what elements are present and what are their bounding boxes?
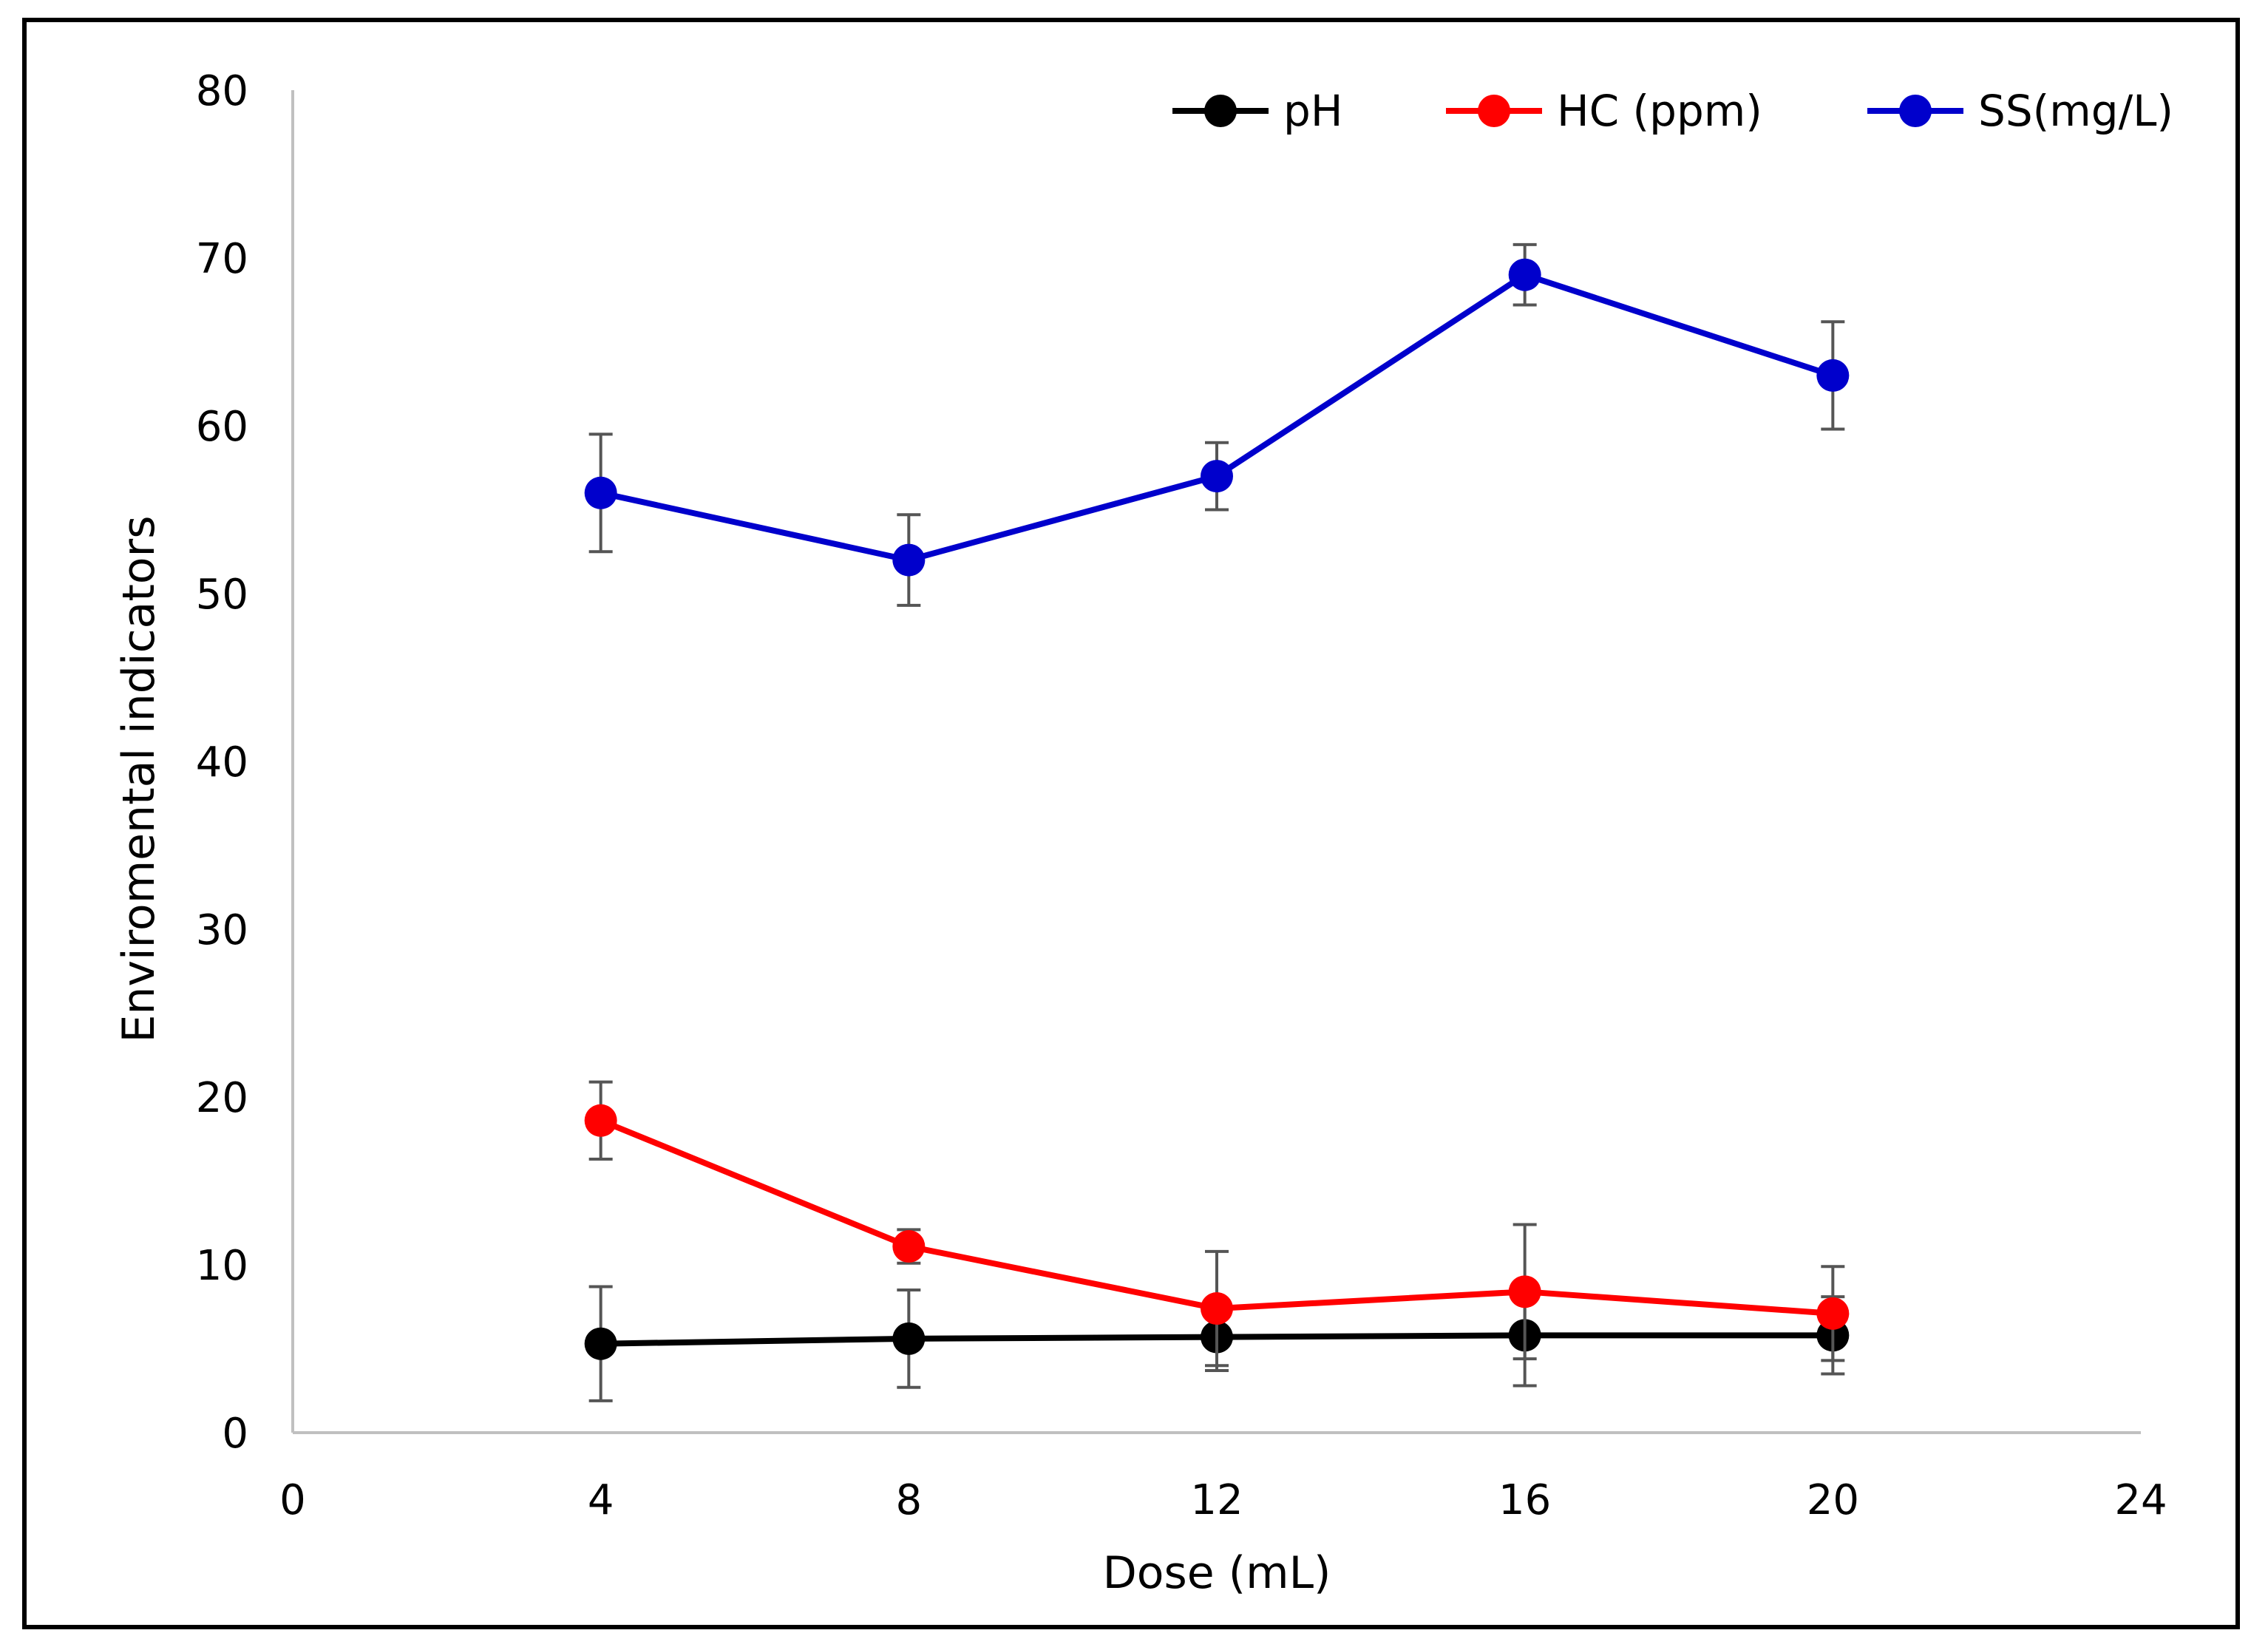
data-point [1201, 460, 1233, 493]
series-line [600, 271, 1834, 563]
y-tick-label: 60 [196, 403, 248, 451]
legend-label: SS(mg/L) [1978, 86, 2173, 136]
legend-swatch-marker [1204, 95, 1237, 127]
legend: pH HC (ppm) SS(mg/L) [1172, 86, 2173, 136]
x-tick-label: 4 [588, 1476, 614, 1524]
legend-item-ph: pH [1172, 86, 1342, 136]
data-point [1201, 1292, 1233, 1325]
series-hc-ppm [584, 1080, 1850, 1368]
y-tick-label: 30 [196, 906, 248, 954]
x-tick-label: 16 [1498, 1476, 1551, 1524]
data-point [584, 1327, 617, 1360]
x-tick-label: 0 [279, 1476, 306, 1524]
x-tick-label: 12 [1190, 1476, 1243, 1524]
data-point [1816, 1297, 1850, 1330]
x-tick-label: 8 [896, 1476, 923, 1524]
series-group [584, 242, 1850, 1402]
legend-item-hc-ppm: HC (ppm) [1446, 86, 1762, 136]
data-point [1508, 1275, 1541, 1308]
data-point [892, 1322, 926, 1355]
x-tick-label: 24 [2114, 1476, 2167, 1524]
data-point [892, 543, 926, 577]
axes [291, 90, 2141, 1434]
data-point [584, 1104, 617, 1137]
legend-label: HC (ppm) [1557, 86, 1762, 136]
y-tick-label: 20 [196, 1074, 248, 1122]
legend-swatch-marker [1478, 95, 1510, 127]
line-chart: 0 10 20 30 40 50 60 70 80 0 4 8 12 16 20 24 pH HC (ppm) S… [113, 67, 2173, 1599]
legend-swatch-marker [1899, 95, 1932, 127]
series-ss-mg-l [584, 242, 1850, 607]
y-tick-label: 40 [196, 739, 248, 787]
data-point [892, 1230, 926, 1263]
y-tick-label: 0 [222, 1410, 248, 1458]
data-point [1816, 359, 1850, 392]
y-tick-label: 80 [196, 67, 248, 115]
y-tick-label: 50 [196, 571, 248, 619]
y-tick-label: 70 [196, 235, 248, 283]
y-tick-label: 10 [196, 1242, 248, 1290]
y-axis-title: Enviromental indicators [113, 516, 165, 1043]
x-tick-label: 20 [1807, 1476, 1859, 1524]
legend-item-ss-mg-l: SS(mg/L) [1867, 86, 2173, 136]
data-point [584, 476, 617, 509]
data-point [1508, 258, 1541, 291]
legend-label: pH [1283, 86, 1342, 136]
chart-frame: 0 10 20 30 40 50 60 70 80 0 4 8 12 16 20 24 pH HC (ppm) S… [22, 18, 2240, 1629]
tick-labels: 0 10 20 30 40 50 60 70 80 0 4 8 12 16 20 24 [196, 67, 2167, 1524]
x-axis-title: Dose (mL) [1103, 1547, 1331, 1599]
